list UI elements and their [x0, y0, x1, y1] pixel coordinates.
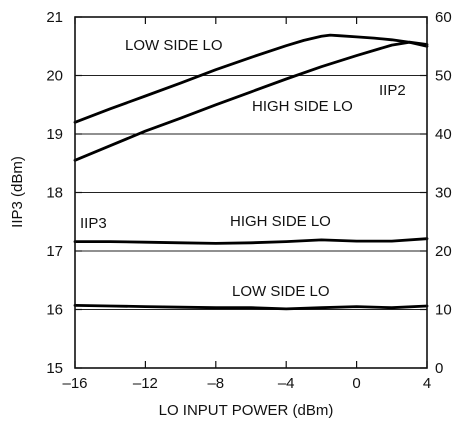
- y-left-tick-label: 21: [46, 9, 63, 26]
- y-right-tick-label: 10: [435, 302, 452, 319]
- y-right-tick-label: 50: [435, 68, 452, 85]
- annotation-high-side-lo-lower: HIGH SIDE LO: [230, 213, 331, 230]
- y-left-tick-labels: 15 16 17 18 19 20 21: [46, 9, 63, 377]
- x-axis-title: LO INPUT POWER (dBm): [159, 402, 334, 419]
- x-tick-labels: –16 –12 –8 –4 0 4: [62, 375, 431, 392]
- x-tick-label: 4: [423, 375, 431, 392]
- annotation-low-side-lo-lower: LOW SIDE LO: [232, 283, 330, 300]
- y-left-tick-label: 19: [46, 126, 63, 143]
- y-left-axis-title: IIP3 (dBm): [9, 156, 26, 228]
- y-right-tick-labels: 0 10 20 30 40 50 60: [435, 9, 452, 377]
- y-right-tick-label: 0: [435, 360, 443, 377]
- y-left-tick-label: 18: [46, 185, 63, 202]
- y-right-tick-label: 40: [435, 126, 452, 143]
- y-left-tick-label: 20: [46, 68, 63, 85]
- ticks: [74, 16, 428, 369]
- series-line-4: [73, 303, 429, 311]
- y-left-tick-label: 16: [46, 302, 63, 319]
- y-right-tick-label: 30: [435, 185, 452, 202]
- x-tick-label: 0: [352, 375, 360, 392]
- x-tick-label: –4: [278, 375, 295, 392]
- x-tick-label: –12: [133, 375, 158, 392]
- y-right-tick-label: 60: [435, 9, 452, 26]
- y-left-tick-label: 17: [46, 243, 63, 260]
- series-line-3: [73, 237, 429, 245]
- annotation-low-side-lo-upper: LOW SIDE LO: [125, 37, 223, 54]
- annotation-iip3: IIP3: [80, 215, 107, 232]
- series-layer: [73, 33, 429, 311]
- annotation-high-side-lo-upper: HIGH SIDE LO: [252, 98, 353, 115]
- y-left-tick-label: 15: [46, 360, 63, 377]
- series-line-1: [73, 33, 429, 124]
- x-tick-label: –16: [62, 375, 87, 392]
- series-line-2: [73, 40, 429, 162]
- x-tick-label: –8: [207, 375, 224, 392]
- annotation-iip2: IIP2: [379, 82, 406, 99]
- grid: [75, 16, 427, 369]
- y-right-tick-label: 20: [435, 243, 452, 260]
